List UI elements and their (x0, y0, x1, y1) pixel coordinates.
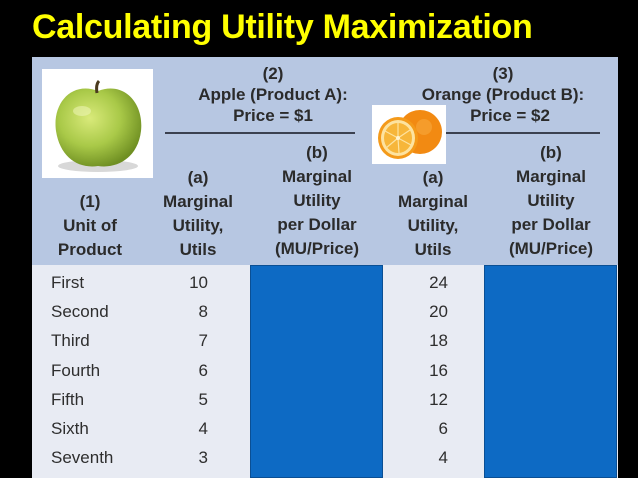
apple-price: Price = $1 (233, 106, 313, 125)
orange-mu-value: 20 (429, 302, 448, 321)
apple-header-divider (165, 132, 355, 134)
unit-label: Third (51, 331, 90, 350)
apple-mu-value: 5 (198, 390, 208, 409)
apple-mu-per-dollar-answer-box[interactable] (250, 265, 383, 478)
apple-mu-value: 6 (198, 361, 208, 380)
utility-table: (2) Apple (Product A): Price = $1 (3) Or… (32, 57, 618, 478)
apple-mu-value: 7 (198, 331, 208, 350)
orange-marginal-utility-header: (a) Marginal Utility, Utils (398, 168, 468, 259)
orange-mu-value: 16 (429, 361, 448, 380)
orange-mu-value: 12 (429, 390, 448, 409)
apple-mu-value: 3 (198, 448, 208, 467)
orange-column-number: (3) (492, 64, 514, 83)
orange-fruit-image (372, 105, 446, 164)
orange-header-divider (446, 132, 600, 134)
unit-label: Second (51, 302, 109, 321)
apple-marginal-utility-header: (a) Marginal Utility, Utils (163, 168, 233, 259)
apple-mu-per-dollar-header: (b) Marginal Utility per Dollar (MU/Pric… (274, 143, 360, 258)
orange-price: Price = $2 (470, 106, 550, 125)
orange-group-header: (3) Orange (Product B): Price = $2 (392, 63, 614, 126)
unit-label: Sixth (51, 419, 89, 438)
unit-of-product-header: (1) Unit of Product (57, 192, 123, 259)
slide-title: Calculating Utility Maximization (32, 8, 533, 46)
green-apple-image (42, 69, 153, 178)
apple-product-name: Apple (Product A): (198, 85, 348, 104)
orange-mu-per-dollar-header: (b) Marginal Utility per Dollar (MU/Pric… (508, 143, 594, 258)
apple-mu-value: 4 (198, 419, 208, 438)
orange-mu-value: 24 (429, 273, 448, 292)
apple-mu-value: 8 (198, 302, 208, 321)
unit-label: Fourth (51, 361, 101, 380)
orange-product-name: Orange (Product B): (421, 85, 585, 104)
orange-mu-per-dollar-answer-box[interactable] (484, 265, 617, 478)
orange-mu-value: 18 (429, 331, 448, 350)
apple-mu-value: 10 (189, 273, 208, 292)
unit-label: Seventh (51, 448, 114, 467)
apple-column-number: (2) (262, 64, 284, 83)
apple-group-header: (2) Apple (Product A): Price = $1 (162, 63, 384, 126)
orange-mu-value: 6 (438, 419, 448, 438)
unit-label: First (51, 273, 85, 292)
orange-mu-value: 4 (438, 448, 448, 467)
unit-label: Fifth (51, 390, 85, 409)
